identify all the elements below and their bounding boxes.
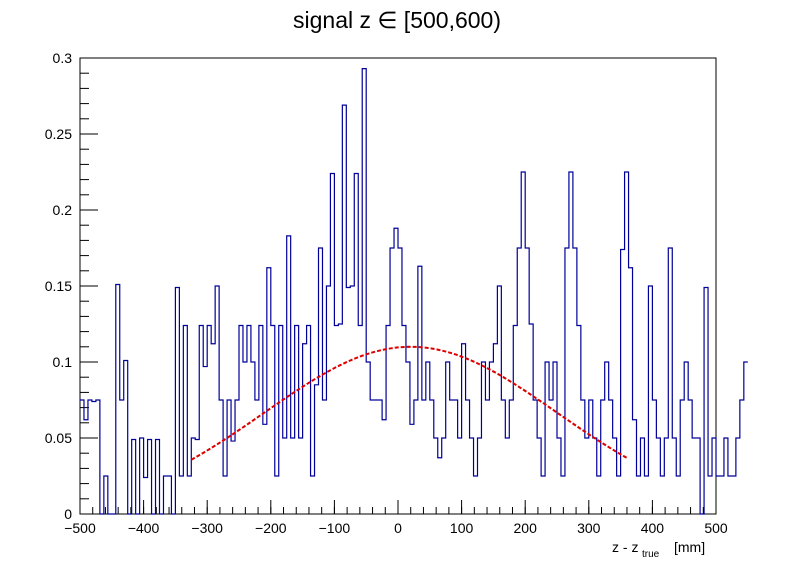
x-axis-label-unit: [mm] — [674, 539, 705, 555]
y-tick-label: 0.05 — [45, 430, 72, 446]
y-axis: 0 0.05 0.1 0.15 0.2 0.25 0.3 — [45, 50, 98, 522]
y-tick-label: 0.3 — [53, 50, 73, 66]
chart-title: signal z ∈ [500,600) — [293, 7, 501, 33]
x-tick-label: 500 — [704, 520, 728, 536]
x-tick-label: 200 — [514, 520, 538, 536]
x-axis-label-subscript: true — [642, 549, 660, 560]
histogram-line — [80, 68, 748, 515]
x-tick-label: 100 — [450, 520, 474, 536]
y-tick-label: 0.2 — [53, 202, 73, 218]
fit-curve — [190, 345, 628, 461]
x-tick-label: −400 — [128, 520, 160, 536]
x-tick-label: −500 — [64, 520, 96, 536]
x-tick-label: 0 — [394, 520, 402, 536]
x-axis-label-main: z - z — [612, 539, 638, 555]
x-tick-label: −200 — [255, 520, 287, 536]
y-tick-label: 0 — [64, 506, 72, 522]
y-tick-label: 0.25 — [45, 126, 72, 142]
y-tick-label: 0.1 — [53, 354, 73, 370]
x-tick-label: 300 — [577, 520, 601, 536]
x-tick-label: −100 — [319, 520, 351, 536]
x-tick-label: −300 — [191, 520, 223, 536]
fit-curve-line — [190, 345, 628, 461]
y-tick-label: 0.15 — [45, 278, 72, 294]
x-axis-label: z - z true [mm] — [612, 539, 705, 560]
x-tick-label: 400 — [641, 520, 665, 536]
x-axis: −500 −400 −300 −200 −100 0 100 200 300 400 500 — [64, 500, 728, 536]
